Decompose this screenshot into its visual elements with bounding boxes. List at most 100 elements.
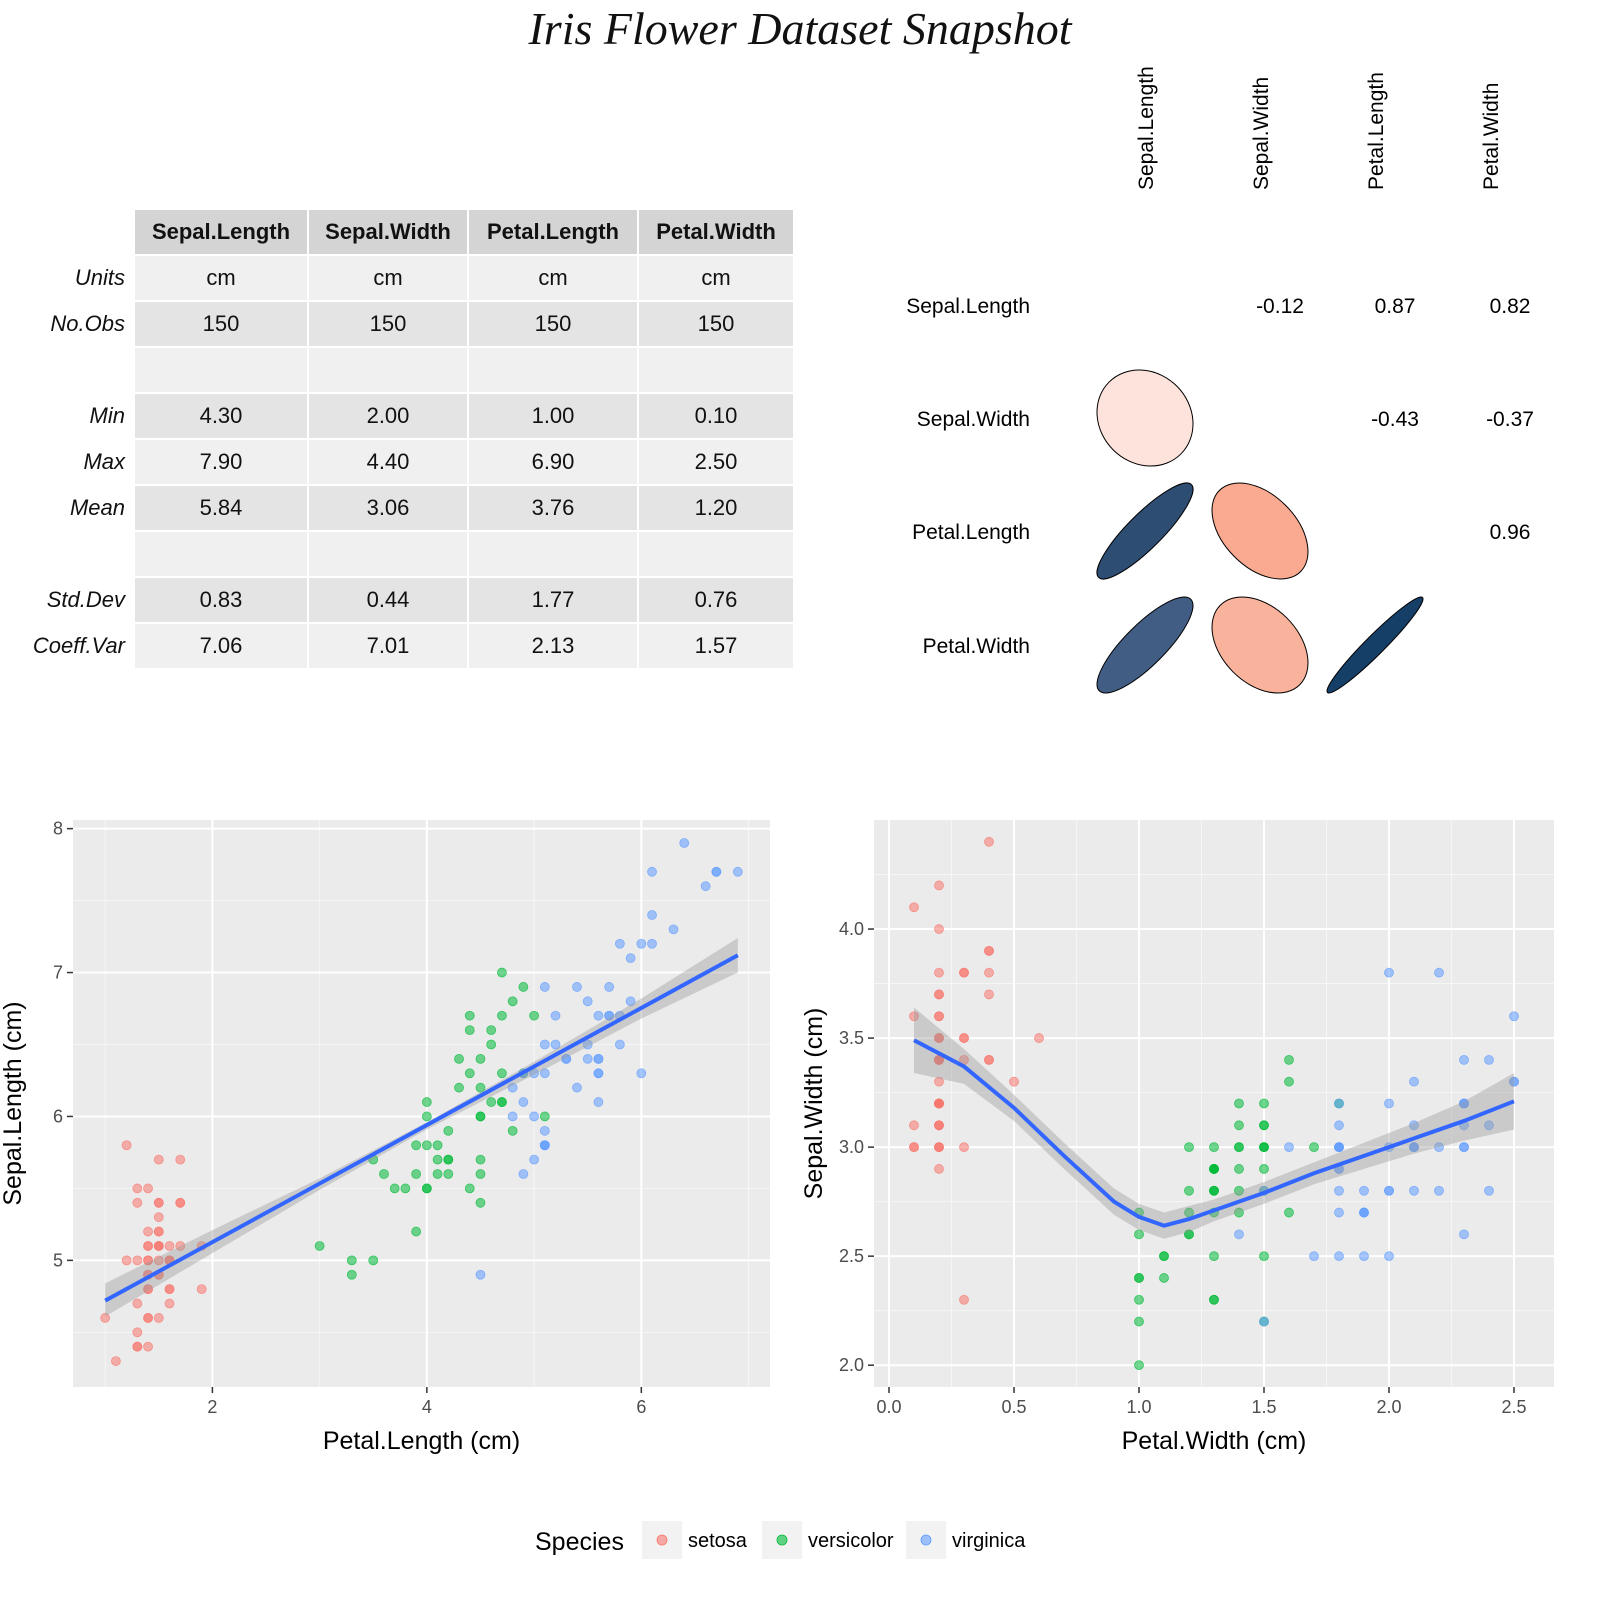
y-tick-label: 6: [53, 1106, 63, 1126]
data-point-versicolor: [497, 967, 507, 978]
data-point-setosa: [153, 1241, 164, 1251]
data-point-setosa: [934, 1011, 944, 1022]
data-point-versicolor: [421, 1111, 432, 1122]
data-point-setosa: [100, 1313, 111, 1323]
data-point-setosa: [132, 1298, 143, 1309]
data-point-virginica: [1484, 1054, 1494, 1065]
petal-length-vs-sepal-length-chart: 2 4 6 5 6 7 8 Petal.Length (cm) Sepal.Length (cm…: [0, 819, 770, 1455]
data-point-virginica: [539, 1140, 550, 1151]
table-cell: 0.10: [638, 393, 795, 440]
data-point-versicolor: [432, 1140, 443, 1151]
data-point-versicolor: [1259, 1120, 1269, 1131]
data-point-setosa: [110, 1356, 121, 1366]
data-point-setosa: [934, 967, 944, 978]
table-cell: cm: [468, 255, 639, 302]
data-point-virginica: [550, 1039, 561, 1050]
data-point-versicolor: [1234, 1120, 1244, 1131]
table-header-row: Sepal.Length Sepal.Width Petal.Length Pe…: [20, 210, 795, 256]
data-point-setosa: [143, 1313, 153, 1323]
data-point-virginica: [475, 1269, 486, 1280]
data-point-setosa: [934, 1033, 944, 1043]
row-label: [20, 347, 135, 394]
data-point-versicolor: [368, 1255, 379, 1266]
data-point-versicolor: [464, 1183, 475, 1194]
data-point-versicolor: [346, 1269, 357, 1280]
data-point-setosa: [121, 1140, 132, 1151]
data-point-versicolor: [1209, 1294, 1219, 1305]
x-tick-label: 2: [207, 1397, 217, 1417]
column-label: Petal.Length: [1365, 72, 1388, 190]
data-point-virginica: [668, 924, 679, 935]
data-point-versicolor: [421, 1097, 432, 1107]
data-point-versicolor: [1209, 1251, 1219, 1262]
data-point-virginica: [614, 938, 625, 949]
data-point-virginica: [1434, 1185, 1444, 1196]
data-point-virginica: [732, 866, 743, 877]
data-point-virginica: [1359, 1185, 1369, 1196]
data-point-setosa: [934, 924, 944, 934]
data-point-virginica: [593, 1068, 604, 1079]
correlation-ellipse: [1211, 482, 1309, 580]
y-axis-label: Sepal.Length (cm): [0, 1001, 27, 1205]
data-point-virginica: [1334, 1207, 1344, 1218]
data-point-virginica: [1409, 1120, 1419, 1131]
data-point-virginica: [518, 1169, 529, 1179]
data-point-virginica: [593, 1053, 604, 1064]
data-point-versicolor: [1309, 1142, 1319, 1153]
data-point-virginica: [647, 910, 657, 920]
data-point-setosa: [934, 880, 944, 891]
data-point-setosa: [959, 1294, 969, 1305]
data-point-versicolor: [486, 1025, 497, 1036]
data-point-virginica: [582, 1039, 593, 1050]
data-point-virginica: [1409, 1076, 1419, 1087]
data-point-versicolor: [1259, 1142, 1269, 1153]
data-point-virginica: [1384, 1251, 1394, 1262]
data-point-versicolor: [346, 1255, 357, 1266]
data-point-versicolor: [475, 1082, 486, 1093]
data-point-virginica: [679, 838, 690, 848]
table-cell: [638, 531, 795, 578]
legend-label: setosa: [688, 1530, 748, 1552]
data-point-setosa: [909, 902, 919, 913]
data-point-virginica: [539, 982, 550, 992]
data-point-virginica: [539, 1125, 550, 1136]
y-axis-label: Sepal.Width (cm): [800, 1008, 828, 1200]
table-row: Min 4.30 2.00 1.00 0.10: [20, 393, 795, 440]
data-point-setosa: [164, 1284, 175, 1295]
data-point-versicolor: [314, 1241, 325, 1251]
confidence-band: [914, 1007, 1514, 1239]
data-point-versicolor: [432, 1154, 443, 1165]
data-point-virginica: [1459, 1054, 1469, 1065]
data-point-virginica: [1359, 1251, 1369, 1262]
data-point-setosa: [143, 1183, 153, 1194]
table-cell: 0.44: [308, 577, 469, 624]
data-point-versicolor: [1209, 1142, 1219, 1153]
data-point-versicolor: [497, 1010, 507, 1021]
data-point-setosa: [164, 1241, 175, 1251]
data-point-setosa: [175, 1241, 186, 1251]
table-cell: [308, 531, 469, 578]
data-point-versicolor: [1134, 1360, 1144, 1371]
table-cell: [468, 531, 639, 578]
data-point-virginica: [711, 866, 722, 877]
data-point-versicolor: [475, 1197, 486, 1208]
data-point-setosa: [153, 1255, 164, 1266]
table-cell: 2.50: [638, 439, 795, 486]
table-row: No.Obs 150 150 150 150: [20, 301, 795, 348]
data-point-setosa: [143, 1241, 153, 1251]
data-point-versicolor: [1259, 1251, 1269, 1262]
data-point-versicolor: [475, 1111, 486, 1122]
data-point-setosa: [909, 1142, 919, 1153]
table-cell: 7.01: [308, 623, 469, 670]
data-point-setosa: [984, 989, 994, 1000]
data-point-virginica: [572, 1082, 582, 1093]
row-label: Sepal.Length: [906, 295, 1030, 318]
data-point-setosa: [143, 1255, 153, 1266]
data-point-versicolor: [486, 1097, 497, 1107]
data-point-versicolor: [1209, 1185, 1219, 1196]
data-point-virginica: [1334, 1098, 1344, 1109]
legend-label: versicolor: [808, 1530, 894, 1552]
petal-width-vs-sepal-width-chart: 0.0 0.5 1.0 1.5 2.0 2.5 2.0 2.5 3.0 3.5 4.0 Petal.W…: [800, 820, 1554, 1455]
row-label: Sepal.Width: [917, 408, 1030, 431]
data-point-virginica: [700, 881, 711, 892]
